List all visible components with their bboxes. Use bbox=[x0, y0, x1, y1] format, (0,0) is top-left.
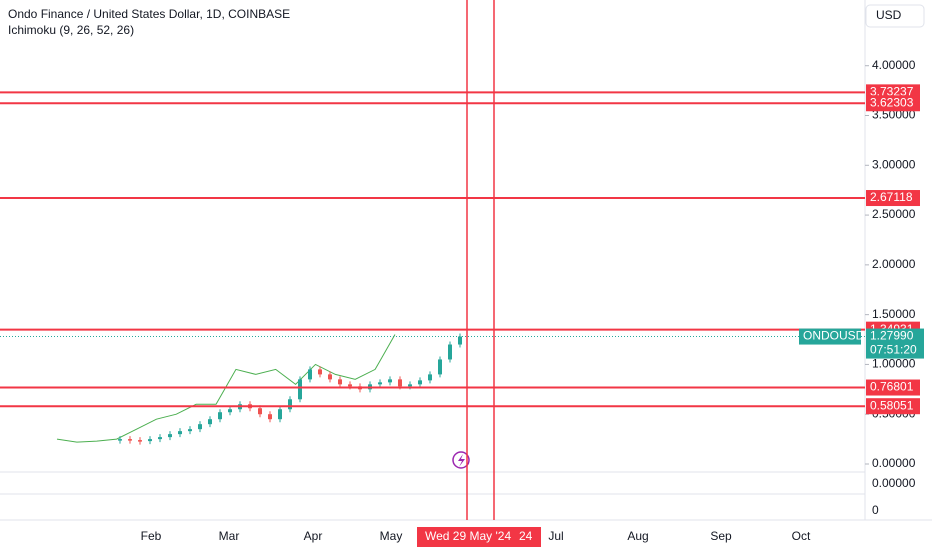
candle bbox=[258, 408, 262, 415]
candle bbox=[278, 409, 282, 420]
level-label-box bbox=[866, 398, 920, 415]
level-label: 0.76801 bbox=[870, 380, 914, 394]
candle bbox=[318, 369, 322, 375]
x-tick-label: Mar bbox=[219, 529, 240, 543]
crosshair-date: Wed 29 May '24 bbox=[425, 529, 511, 543]
indicator-label: Ichimoku (9, 26, 52, 26) bbox=[8, 23, 134, 37]
candle bbox=[438, 359, 442, 375]
x-tick-label: May bbox=[380, 529, 403, 543]
candle bbox=[378, 382, 382, 385]
lower-tick-label: 0.00000 bbox=[872, 476, 916, 490]
crosshair-fragment: 24 bbox=[519, 529, 533, 543]
level-label-box bbox=[866, 95, 920, 112]
candle bbox=[118, 439, 122, 441]
y-tick-label: 3.00000 bbox=[872, 157, 916, 171]
level-label: 2.67118 bbox=[870, 190, 913, 204]
y-tick-label: 2.50000 bbox=[872, 207, 916, 221]
candle bbox=[208, 419, 212, 425]
x-tick-label: Jul bbox=[548, 529, 563, 543]
candle bbox=[458, 336, 462, 345]
chart-title: Ondo Finance / United States Dollar, 1D,… bbox=[8, 7, 290, 21]
candle bbox=[268, 414, 272, 420]
x-tick-label: Sep bbox=[710, 529, 732, 543]
y-tick-label: 1.00000 bbox=[872, 357, 916, 371]
price-label: 1.27990 bbox=[870, 329, 914, 343]
y-tick-label: 2.00000 bbox=[872, 257, 916, 271]
candle bbox=[288, 399, 292, 410]
currency-button[interactable] bbox=[865, 4, 925, 28]
level-label: 3.73237 bbox=[870, 85, 914, 99]
candle bbox=[298, 379, 302, 400]
candle bbox=[128, 439, 132, 441]
candle bbox=[198, 424, 202, 430]
level-label: 0.58051 bbox=[870, 398, 914, 412]
candle bbox=[218, 412, 222, 420]
level-label: 3.62303 bbox=[870, 95, 914, 109]
y-tick-label: 0.00000 bbox=[872, 456, 916, 470]
candle bbox=[448, 344, 452, 360]
crosshair-date-box bbox=[417, 527, 541, 547]
candle bbox=[348, 384, 352, 387]
candle bbox=[428, 374, 432, 381]
level-label-box bbox=[866, 190, 920, 207]
symbol-tag bbox=[799, 328, 861, 345]
x-tick-label: Aug bbox=[627, 529, 648, 543]
x-tick-label: Apr bbox=[304, 529, 323, 543]
candle bbox=[308, 369, 312, 380]
candle bbox=[138, 440, 142, 442]
y-tick-label: 1.50000 bbox=[872, 307, 916, 321]
countdown: 07:51:20 bbox=[870, 343, 917, 357]
event-bolt bbox=[458, 454, 465, 467]
candle bbox=[338, 379, 342, 385]
candle bbox=[158, 437, 162, 440]
candle bbox=[388, 379, 392, 383]
price-label-box bbox=[866, 328, 924, 359]
symbol-label: ONDOUSD bbox=[803, 329, 865, 343]
candle bbox=[328, 374, 332, 380]
lower-tick-label: 0 bbox=[872, 503, 879, 517]
y-tick-label: 4.00000 bbox=[872, 58, 916, 72]
candle bbox=[178, 431, 182, 435]
candle bbox=[228, 409, 232, 413]
candle bbox=[398, 379, 402, 387]
candle bbox=[148, 439, 152, 442]
level-label-box bbox=[866, 379, 920, 396]
x-tick-label: Oct bbox=[792, 529, 811, 543]
candle bbox=[168, 434, 172, 438]
currency-label[interactable]: USD bbox=[876, 8, 902, 22]
candle bbox=[408, 384, 412, 387]
candle bbox=[418, 380, 422, 385]
x-tick-label: Feb bbox=[141, 529, 162, 543]
candle bbox=[188, 429, 192, 432]
